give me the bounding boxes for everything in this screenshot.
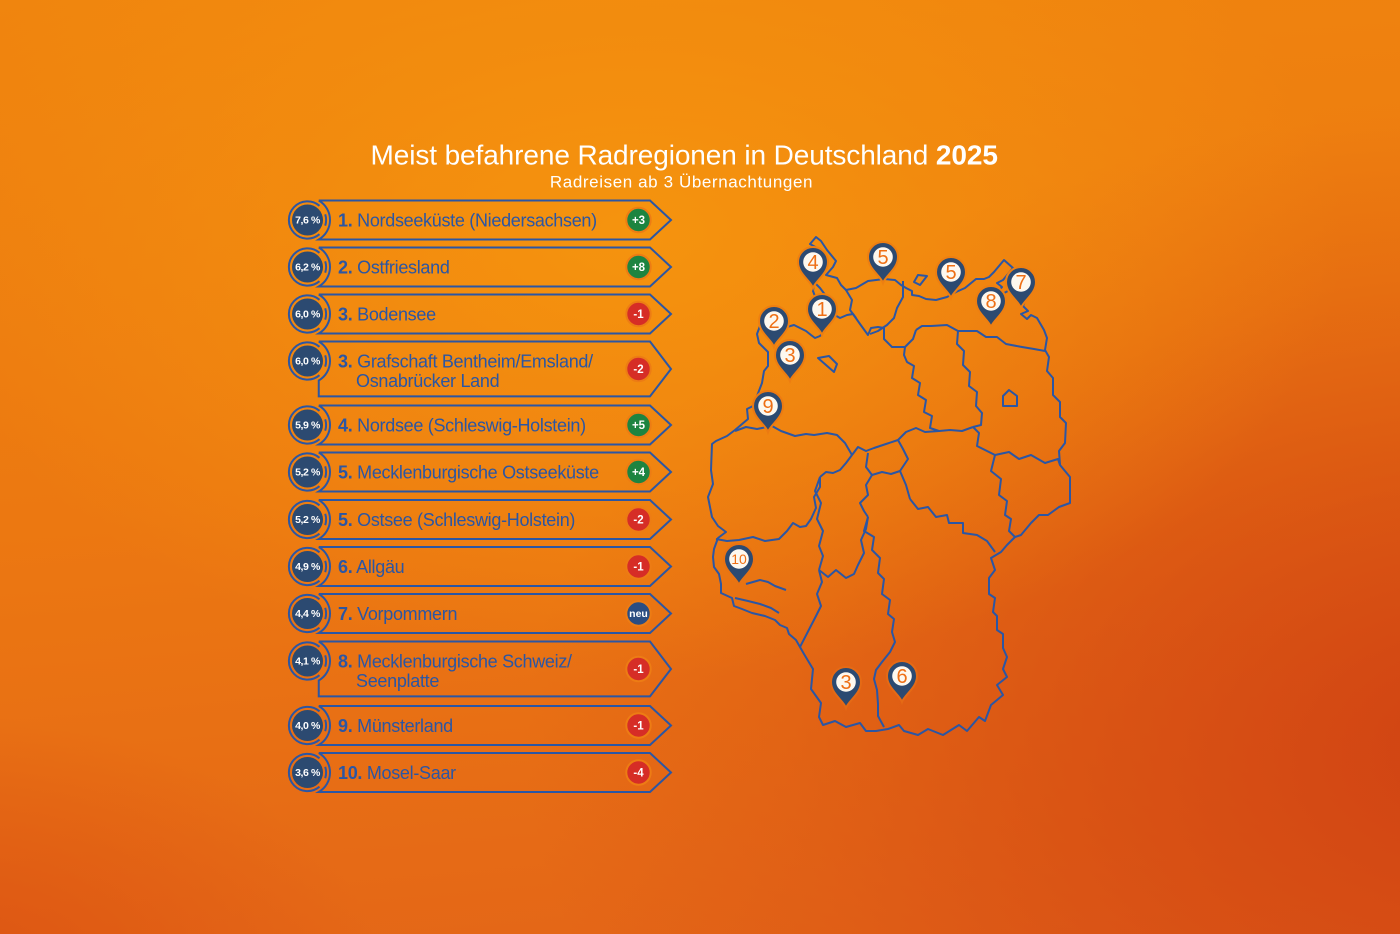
- svg-text:9: 9: [762, 396, 773, 418]
- svg-text:4,1 %: 4,1 %: [295, 655, 321, 667]
- svg-text:Seenplatte: Seenplatte: [356, 671, 439, 691]
- svg-text:Radreisen ab 3 Übernachtungen: Radreisen ab 3 Übernachtungen: [550, 173, 813, 192]
- svg-text:Osnabrücker Land: Osnabrücker Land: [356, 371, 499, 391]
- svg-text:10. Mosel-Saar: 10. Mosel-Saar: [338, 763, 456, 783]
- svg-text:1: 1: [816, 299, 827, 321]
- svg-text:7: 7: [1015, 272, 1026, 294]
- svg-text:5: 5: [945, 262, 956, 284]
- svg-text:9. Münsterland: 9. Münsterland: [338, 716, 453, 736]
- svg-text:3: 3: [784, 345, 795, 367]
- svg-text:5. Mecklenburgische Ostseeküst: 5. Mecklenburgische Ostseeküste: [338, 463, 599, 483]
- svg-text:3. Grafschaft Bentheim/Emsland: 3. Grafschaft Bentheim/Emsland/: [338, 352, 593, 372]
- svg-text:-4: -4: [633, 768, 644, 780]
- svg-text:4,0 %: 4,0 %: [295, 720, 321, 732]
- svg-text:+4: +4: [632, 467, 646, 479]
- svg-text:-2: -2: [633, 515, 643, 527]
- svg-text:6. Allgäu: 6. Allgäu: [338, 557, 404, 577]
- svg-text:+5: +5: [632, 420, 646, 432]
- svg-text:7. Vorpommern: 7. Vorpommern: [338, 604, 457, 624]
- svg-text:6: 6: [896, 666, 907, 688]
- svg-text:8. Mecklenburgische Schweiz/: 8. Mecklenburgische Schweiz/: [338, 652, 572, 672]
- svg-text:2: 2: [768, 311, 779, 333]
- svg-text:8: 8: [985, 291, 996, 313]
- svg-text:6,0 %: 6,0 %: [295, 355, 321, 367]
- svg-text:neu: neu: [629, 608, 648, 620]
- svg-text:-1: -1: [633, 721, 644, 733]
- svg-text:-1: -1: [633, 664, 644, 676]
- svg-text:-2: -2: [633, 364, 643, 376]
- svg-text:3. Bodensee: 3. Bodensee: [338, 305, 436, 325]
- svg-text:5,2 %: 5,2 %: [295, 514, 321, 526]
- svg-text:+8: +8: [632, 262, 646, 274]
- svg-text:5. Ostsee (Schleswig-Holstein): 5. Ostsee (Schleswig-Holstein): [338, 510, 575, 530]
- svg-text:2. Ostfriesland: 2. Ostfriesland: [338, 258, 450, 278]
- svg-text:Meist befahrene Radregionen in: Meist befahrene Radregionen in Deutschla…: [371, 140, 998, 171]
- svg-text:3: 3: [840, 672, 851, 694]
- svg-text:4,9 %: 4,9 %: [295, 561, 321, 573]
- svg-text:-1: -1: [633, 309, 644, 321]
- svg-text:4. Nordsee (Schleswig-Holstein: 4. Nordsee (Schleswig-Holstein): [338, 416, 586, 436]
- svg-text:6,0 %: 6,0 %: [295, 308, 321, 320]
- svg-text:5: 5: [877, 247, 888, 269]
- svg-text:6,2 %: 6,2 %: [295, 261, 321, 273]
- svg-text:5,9 %: 5,9 %: [295, 419, 321, 431]
- svg-text:-1: -1: [633, 562, 644, 574]
- svg-text:5,2 %: 5,2 %: [295, 466, 321, 478]
- svg-text:7,6 %: 7,6 %: [295, 214, 321, 226]
- svg-text:1. Nordseeküste (Niedersachsen: 1. Nordseeküste (Niedersachsen): [338, 211, 597, 231]
- svg-text:3,6 %: 3,6 %: [295, 767, 321, 779]
- svg-text:+3: +3: [632, 215, 645, 227]
- svg-text:10: 10: [731, 551, 747, 567]
- svg-text:4,4 %: 4,4 %: [295, 608, 321, 620]
- svg-text:4: 4: [807, 252, 818, 274]
